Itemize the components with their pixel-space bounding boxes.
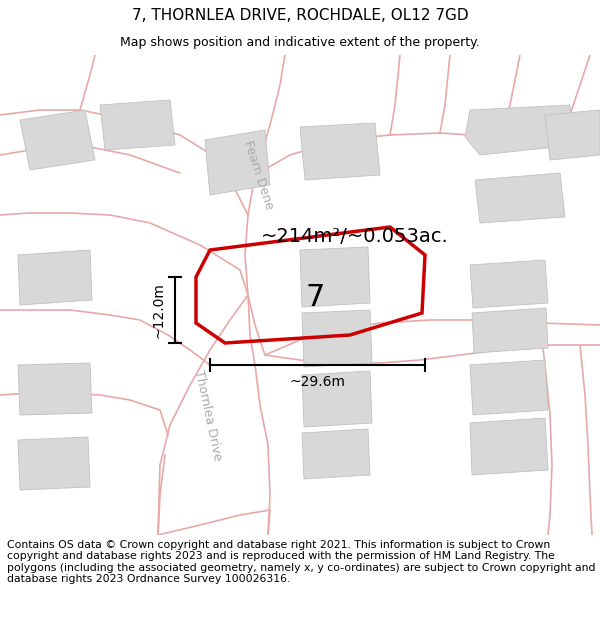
Polygon shape [302,310,372,367]
Text: ~29.6m: ~29.6m [290,375,346,389]
Text: Fearn Dene: Fearn Dene [241,139,275,211]
Text: 7: 7 [305,282,325,311]
Polygon shape [20,110,95,170]
Text: 7, THORNLEA DRIVE, ROCHDALE, OL12 7GD: 7, THORNLEA DRIVE, ROCHDALE, OL12 7GD [131,8,469,23]
Polygon shape [472,308,548,353]
Polygon shape [300,247,370,307]
Text: Contains OS data © Crown copyright and database right 2021. This information is : Contains OS data © Crown copyright and d… [7,539,596,584]
Polygon shape [18,437,90,490]
Polygon shape [205,130,270,195]
Polygon shape [470,360,548,415]
Polygon shape [475,173,565,223]
Polygon shape [470,418,548,475]
Polygon shape [300,123,380,180]
Polygon shape [302,429,370,479]
Text: Thornlea Drive: Thornlea Drive [192,369,224,461]
Polygon shape [470,260,548,308]
Text: ~214m²/~0.053ac.: ~214m²/~0.053ac. [261,228,449,246]
Polygon shape [100,100,175,150]
Text: Map shows position and indicative extent of the property.: Map shows position and indicative extent… [120,36,480,49]
Polygon shape [465,105,575,155]
Text: ~12.0m: ~12.0m [151,282,165,338]
Polygon shape [18,250,92,305]
Polygon shape [545,110,600,160]
Polygon shape [302,371,372,427]
Polygon shape [18,363,92,415]
